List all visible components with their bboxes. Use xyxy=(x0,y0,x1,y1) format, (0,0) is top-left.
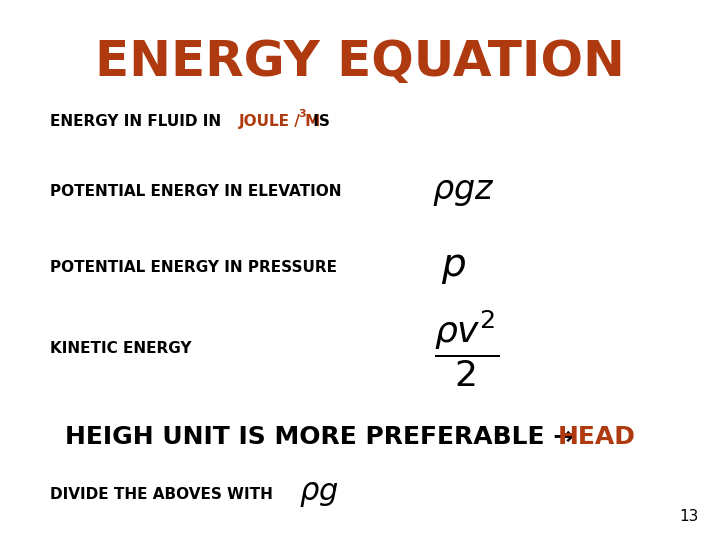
Text: $\rho gz$: $\rho gz$ xyxy=(432,175,495,208)
Text: HEAD: HEAD xyxy=(558,426,636,449)
Text: POTENTIAL ENERGY IN ELEVATION: POTENTIAL ENERGY IN ELEVATION xyxy=(50,184,342,199)
Text: IS: IS xyxy=(308,114,330,129)
Text: JOULE / M: JOULE / M xyxy=(239,114,321,129)
Text: HEIGH UNIT IS MORE PREFERABLE →: HEIGH UNIT IS MORE PREFERABLE → xyxy=(65,426,582,449)
Text: POTENTIAL ENERGY IN PRESSURE: POTENTIAL ENERGY IN PRESSURE xyxy=(50,260,338,275)
Text: $p$: $p$ xyxy=(441,248,466,286)
Text: 3: 3 xyxy=(299,110,307,119)
Text: 13: 13 xyxy=(679,509,698,524)
Text: ENERGY IN FLUID IN: ENERGY IN FLUID IN xyxy=(50,114,227,129)
Text: KINETIC ENERGY: KINETIC ENERGY xyxy=(50,341,192,356)
Text: $\rho g$: $\rho g$ xyxy=(299,480,338,509)
Text: ENERGY EQUATION: ENERGY EQUATION xyxy=(95,38,625,86)
Text: $\dfrac{\rho v^2}{2}$: $\dfrac{\rho v^2}{2}$ xyxy=(434,308,499,389)
Text: DIVIDE THE ABOVES WITH: DIVIDE THE ABOVES WITH xyxy=(50,487,274,502)
